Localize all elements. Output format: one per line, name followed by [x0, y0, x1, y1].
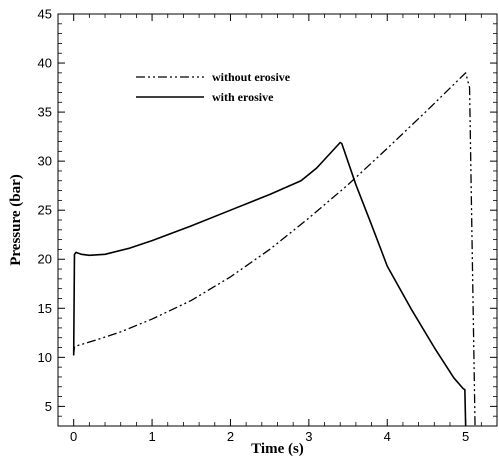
series-lines: [72, 72, 476, 426]
series-line-without-erosive: [73, 72, 476, 426]
y-tick-label: 20: [38, 252, 52, 267]
axis-ticks: [57, 13, 498, 427]
y-tick-label: 5: [45, 399, 52, 414]
x-axis-title: Time (s): [251, 441, 304, 457]
x-tick-label: 3: [305, 429, 312, 444]
legend: without erosive with erosive: [136, 70, 291, 104]
y-tick-label: 40: [38, 56, 52, 71]
y-tick-label: 35: [38, 105, 52, 120]
y-axis-title: Pressure (bar): [8, 174, 24, 266]
y-tick-label: 45: [38, 7, 52, 22]
legend-label-without-erosive: without erosive: [212, 70, 291, 84]
x-tick-label: 0: [70, 429, 77, 444]
y-tick-label: 25: [38, 203, 52, 218]
y-tick-label: 10: [38, 350, 52, 365]
x-tick-label: 4: [384, 429, 391, 444]
legend-label-with-erosive: with erosive: [212, 90, 274, 104]
y-tick-label: 30: [38, 154, 52, 169]
x-tick-label: 1: [148, 429, 155, 444]
y-tick-label: 15: [38, 301, 52, 316]
x-tick-label: 5: [462, 429, 469, 444]
x-tick-label: 2: [227, 429, 234, 444]
series-line-with-erosive: [72, 141, 467, 426]
